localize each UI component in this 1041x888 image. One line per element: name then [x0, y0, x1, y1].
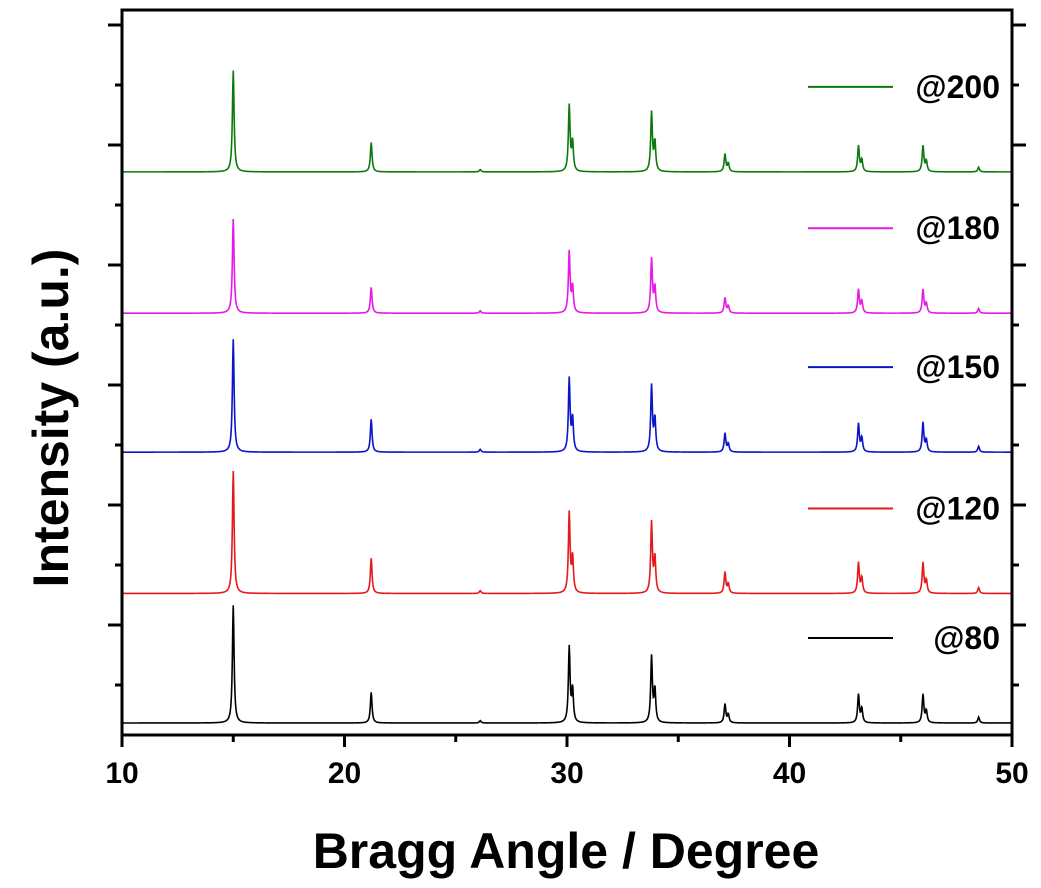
- series-line-at80: [122, 605, 1012, 724]
- x-tick-label: 20: [328, 757, 361, 790]
- series-line-at180: [122, 218, 1012, 314]
- series-line-at150: [122, 339, 1012, 453]
- x-tick-label: 50: [995, 757, 1028, 790]
- plot-frame: [120, 8, 1014, 737]
- axes: 10 20 30 40 50: [105, 8, 1029, 790]
- legend-label: @120: [915, 490, 1000, 526]
- x-tick-label: 10: [105, 757, 138, 790]
- series-line-at120: [122, 470, 1012, 595]
- traces: [122, 70, 1012, 724]
- series-line-at200: [122, 70, 1012, 173]
- x-axis-title: Bragg Angle / Degree: [313, 823, 820, 879]
- x-tick-label: 30: [550, 757, 583, 790]
- legend-label: @150: [915, 349, 1000, 385]
- x-tick-label: 40: [773, 757, 806, 790]
- legend-label: @80: [933, 620, 1000, 656]
- legend-label: @200: [915, 69, 1000, 105]
- legend-label: @180: [915, 210, 1000, 246]
- legend: @80 @120 @150 @180 @200: [808, 69, 1000, 656]
- y-axis-title: Intensity (a.u.): [23, 249, 79, 588]
